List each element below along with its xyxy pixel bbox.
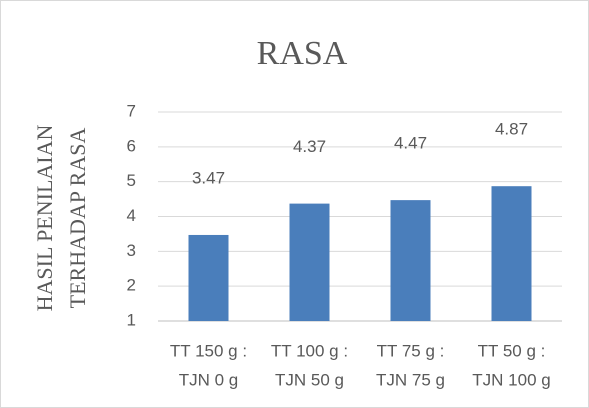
x-tick-label: TT 100 g : [271,341,348,360]
x-tick-label: TT 50 g : [478,341,546,360]
bar [491,186,532,321]
y-tick-label: 5 [127,171,136,190]
x-tick-label: TJN 50 g [275,370,344,389]
data-label: 4.37 [293,137,326,156]
data-label: 3.47 [192,168,225,187]
x-tick-label: TJN 0 g [179,370,239,389]
y-tick-label: 2 [127,276,136,295]
chart-title: RASA [257,35,348,72]
y-tick-label: 3 [127,241,136,260]
x-tick-label: TT 150 g : [170,341,247,360]
bar [188,234,229,321]
data-label: 4.87 [495,120,528,139]
data-label: 4.47 [394,134,427,153]
bar [289,203,330,321]
y-axis-label: TERHADAP RASA [65,128,90,309]
x-tick-label: TJN 100 g [472,370,550,389]
x-tick-label: TJN 75 g [376,370,445,389]
x-tick-label: TT 75 g : [377,341,445,360]
y-axis-label: HASIL PENILAIAN [32,125,57,312]
y-tick-label: 1 [127,310,136,329]
y-tick-label: 6 [127,136,136,155]
y-tick-label: 7 [127,101,136,120]
y-tick-label: 4 [127,206,136,225]
bar [390,200,431,321]
